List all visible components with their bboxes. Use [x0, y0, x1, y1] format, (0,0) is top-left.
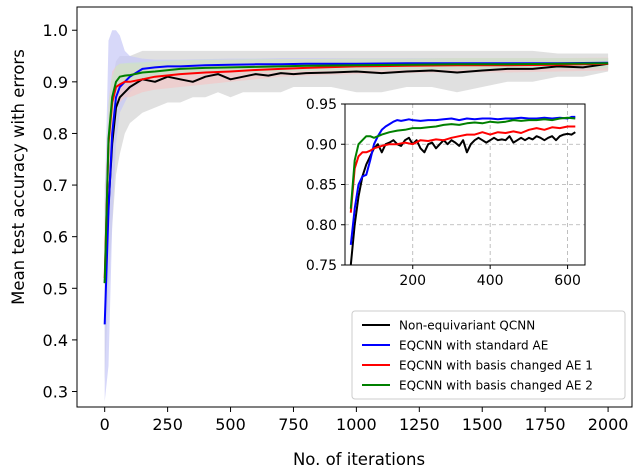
y-tick-label: 0.6	[43, 228, 68, 247]
x-tick-label: 1750	[525, 415, 566, 434]
x-tick-label: 1000	[336, 415, 377, 434]
inset-y-tick-label: 0.85	[306, 178, 337, 194]
x-tick-label: 500	[215, 415, 246, 434]
x-tick-label: 1250	[399, 415, 440, 434]
x-tick-label: 1500	[462, 415, 503, 434]
inset-series-line-eqcnn-with-basis-changed-ae-1	[349, 125, 576, 213]
y-tick-label: 0.9	[43, 73, 68, 92]
y-tick-label: 0.3	[43, 383, 68, 402]
inset-series-line-eqcnn-with-basis-changed-ae-2	[349, 116, 576, 209]
y-tick-label: 0.7	[43, 176, 68, 195]
inset-plot: 200 400 600 0.75 0.80 0.85 0.90 0.95	[306, 97, 586, 289]
inset-y-tick-label: 0.80	[306, 218, 337, 234]
series-line-non-equivariant-qcnn	[103, 62, 609, 284]
inset-series-line-eqcnn-with-standard-ae	[349, 115, 576, 246]
inset-x-tick-label: 200	[399, 273, 426, 289]
x-axis-label: No. of iterations	[293, 450, 425, 469]
inset-y-tick-label: 0.90	[306, 137, 337, 153]
x-tick-label: 2000	[588, 415, 629, 434]
x-tick-label: 0	[100, 415, 110, 434]
y-tick-label: 0.8	[43, 124, 68, 143]
error-band-eqcnn-with-basis-changed-ae-1	[104, 57, 609, 315]
x-tick-label: 750	[278, 415, 309, 434]
legend-label-eqcnn-with-standard-ae: EQCNN with standard AE	[399, 339, 548, 353]
series-line-eqcnn-with-standard-ae	[103, 61, 609, 325]
x-tick-label: 250	[152, 415, 183, 434]
inset-series-line-non-equivariant-qcnn	[349, 131, 576, 265]
y-tick-label: 0.4	[43, 331, 68, 350]
plot-frame	[76, 6, 633, 408]
legend: Non-equivariant QCNN EQCNN with standard …	[351, 310, 626, 400]
series-line-eqcnn-with-basis-changed-ae-2	[103, 62, 609, 284]
legend-label-non-equivariant-qcnn: Non-equivariant QCNN	[399, 319, 535, 333]
main-plot: 0 250 500 750 1000 1250 1500 1750 2000 0.3 0.4 0.5 0…	[43, 6, 633, 434]
legend-box	[351, 310, 626, 400]
inset-x-tick-label: 600	[554, 273, 581, 289]
y-axis-label: Mean test accuracy with errors	[9, 49, 28, 305]
y-tick-label: 1.0	[43, 21, 68, 40]
legend-label-eqcnn-with-basis-changed-ae-1: EQCNN with basis changed AE 1	[399, 359, 593, 373]
legend-label-eqcnn-with-basis-changed-ae-2: EQCNN with basis changed AE 2	[399, 379, 593, 393]
inset-y-tick-label: 0.75	[306, 258, 337, 274]
inset-x-tick-label: 400	[477, 273, 504, 289]
y-tick-label: 0.5	[43, 279, 68, 298]
inset-y-tick-label: 0.95	[306, 97, 337, 113]
